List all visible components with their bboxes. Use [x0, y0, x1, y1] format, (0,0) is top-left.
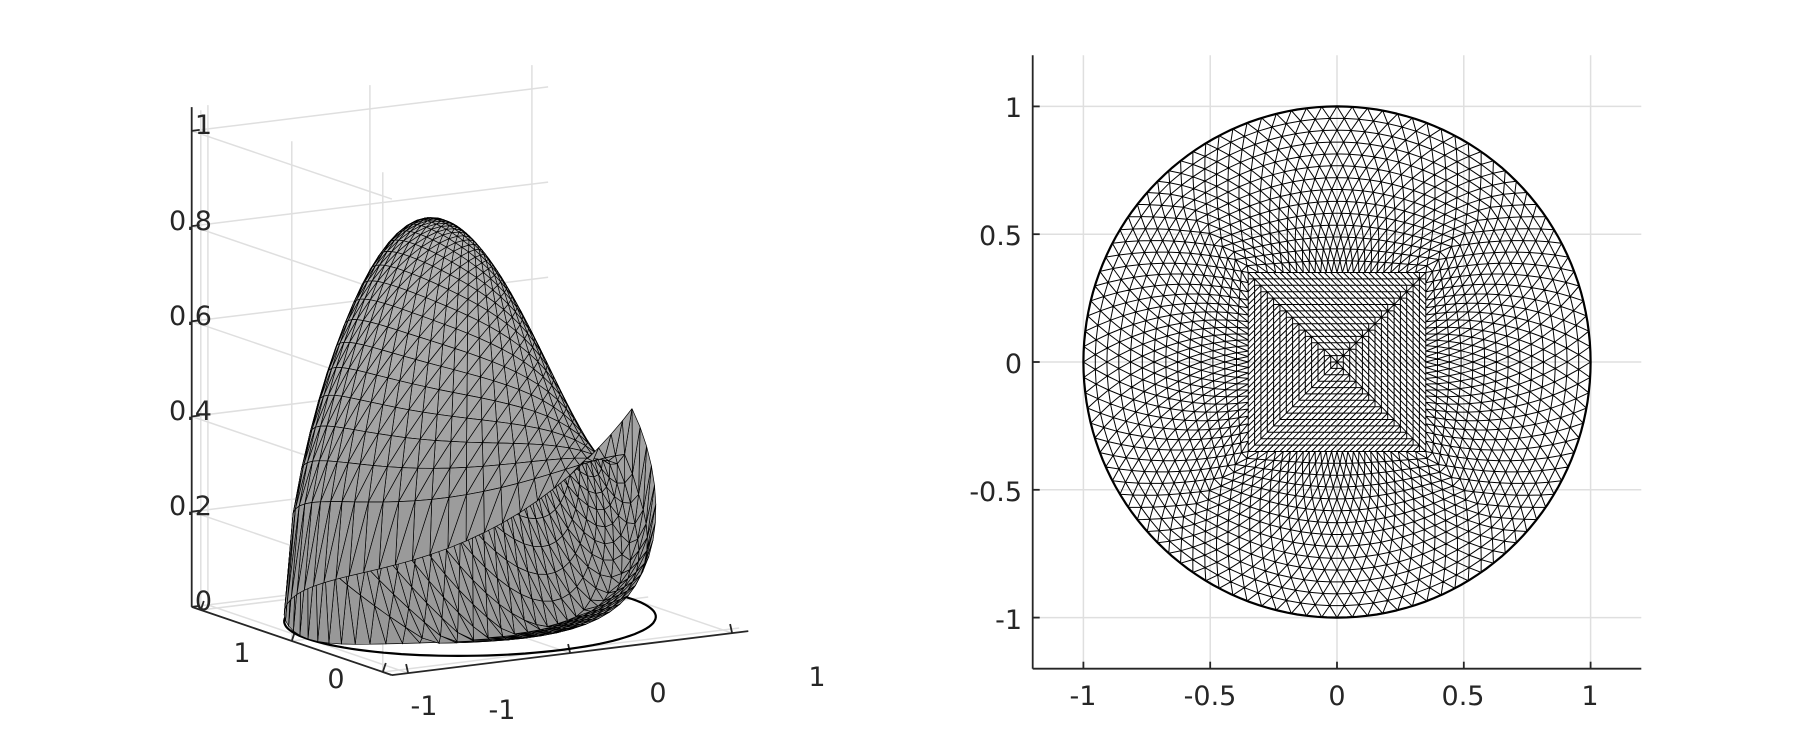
surface-plot: 0 0.2 0.4 0.6 0.8 1 1 0 -1 -1 0 1 [169, 65, 826, 726]
x-tick-label: -1 [489, 695, 516, 726]
triangular-mesh [1082, 105, 1592, 619]
y-tick-mark [381, 662, 387, 673]
z-tick-label: 0.4 [169, 396, 212, 427]
mesh-plot-tick-labels: -1 -0.5 0 0.5 1 1 0.5 0 -0.5 -1 [969, 93, 1598, 712]
surface-plot-tick-labels: 0 0.2 0.4 0.6 0.8 1 1 0 -1 -1 0 1 [169, 110, 826, 726]
x-tick-label: 1 [1581, 681, 1598, 712]
x-tick-label: 0 [1328, 681, 1345, 712]
y-tick-label: 1 [1005, 93, 1022, 124]
z-tick-label: 0.6 [169, 301, 212, 332]
surface-triangle [335, 501, 355, 580]
z-tick-label: 0.2 [169, 491, 212, 522]
surface-mesh [283, 217, 657, 658]
surface-triangle [296, 502, 313, 596]
surface-triangle [284, 509, 296, 610]
z-tick-mark [191, 129, 200, 132]
z-tick-mark [191, 319, 200, 323]
y-tick-label: 0 [1005, 349, 1022, 380]
z-tick-label: 0.8 [169, 206, 212, 237]
y-tick-label: -1 [995, 605, 1022, 636]
z-tick-label: 0 [195, 586, 212, 617]
surface-triangle [348, 501, 369, 577]
x-tick-label: -0.5 [1184, 681, 1237, 712]
surface-plot-axes [190, 107, 749, 676]
x-tick-label: 1 [808, 662, 825, 693]
z-tick-mark [191, 414, 200, 418]
x-tick-label: -1 [1070, 681, 1097, 712]
surface-triangle [303, 501, 321, 591]
mesh-boundary [1082, 105, 1592, 619]
z-tick-label: 1 [195, 110, 212, 141]
surface-triangle [323, 501, 343, 584]
x-tick-mark [405, 663, 409, 674]
y-tick-label: 1 [233, 638, 250, 669]
z-tick-mark [191, 224, 200, 227]
surface-triangle [290, 503, 306, 600]
z-tick-mark [191, 509, 200, 513]
y-tick-label: 0.5 [979, 221, 1022, 252]
y-tick-label: -1 [411, 691, 438, 722]
surface-triangle [286, 505, 300, 606]
mesh-plot-axes [1031, 55, 1642, 670]
mesh-edges [1082, 105, 1592, 619]
surface-triangle [312, 501, 331, 587]
y-tick-label: -0.5 [969, 477, 1022, 508]
mesh-plot: -1 -0.5 0 0.5 1 1 0.5 0 -0.5 -1 [969, 55, 1642, 712]
x-tick-label: 0.5 [1442, 681, 1485, 712]
surface-triangle [363, 501, 384, 574]
y-tick-mark [199, 600, 205, 611]
y-tick-label: 0 [327, 664, 344, 695]
x-tick-label: 0 [649, 678, 666, 709]
x-tick-mark [729, 623, 733, 634]
z-tick-mark [191, 605, 200, 608]
